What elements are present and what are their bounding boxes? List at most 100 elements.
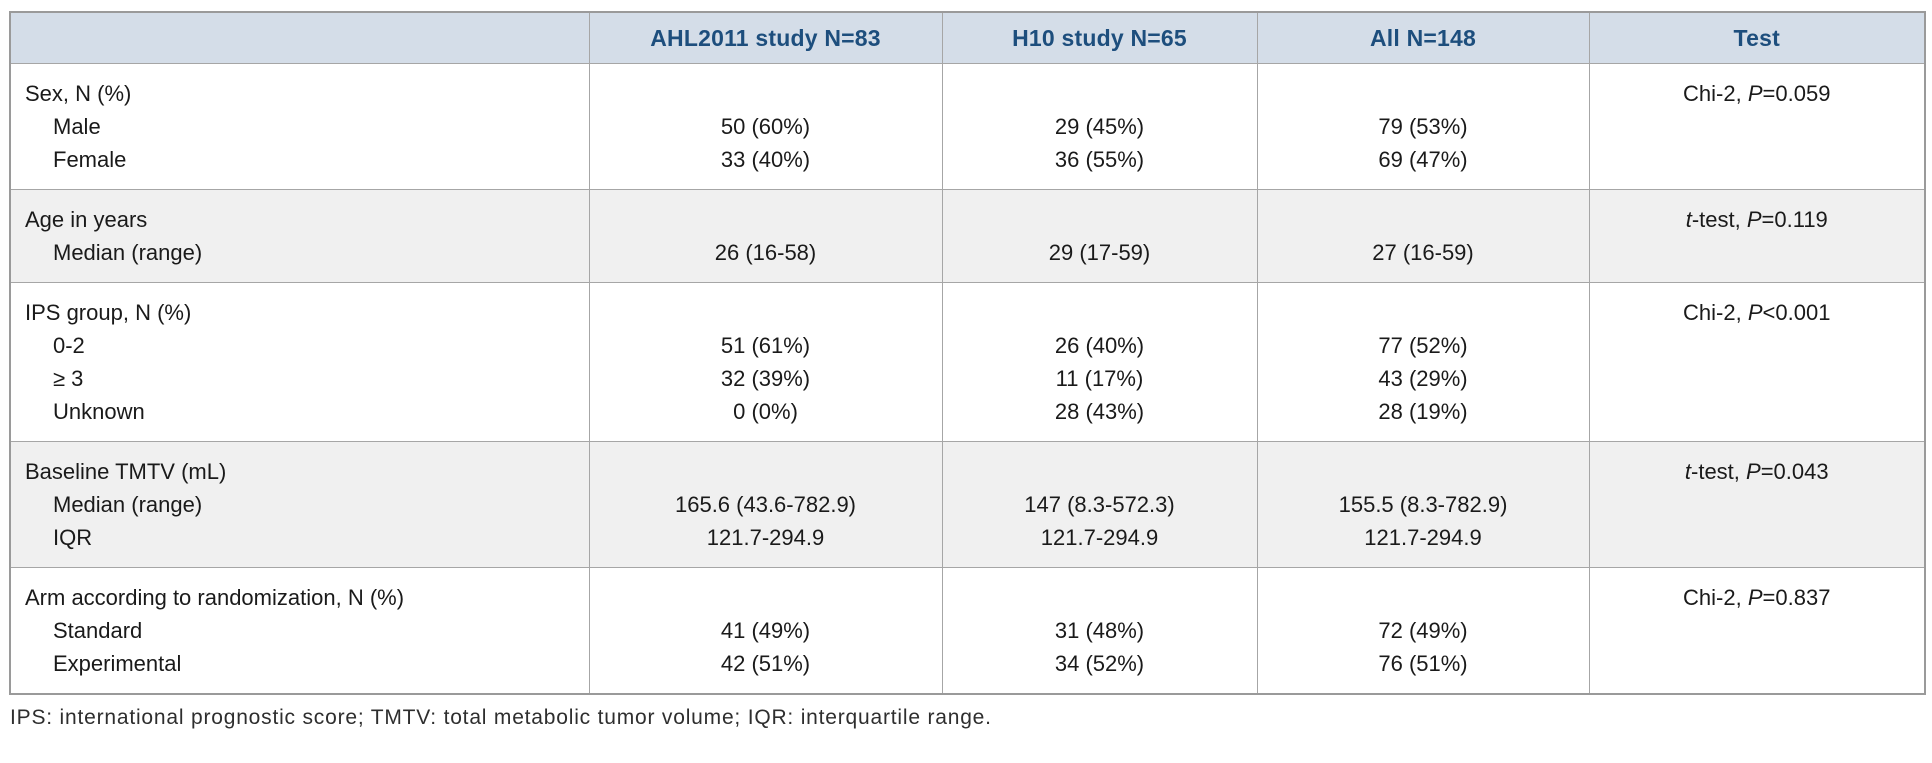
section-row: Baseline TMTV (mL) Median (range) IQR 165.6… bbox=[9, 441, 1926, 568]
header-row: AHL2011 study N=83 H10 study N=65 All N=14… bbox=[9, 11, 1926, 64]
test-statistic-italic-part: t bbox=[1685, 207, 1692, 232]
value-cell: 29 (45%) 36 (55%) bbox=[941, 63, 1258, 190]
spacer-line bbox=[590, 581, 942, 614]
spacer-line bbox=[1258, 455, 1589, 488]
baseline-characteristics-table: AHL2011 study N=83 H10 study N=65 All N=14… bbox=[9, 11, 1926, 695]
spacer-line bbox=[943, 455, 1257, 488]
test-statistic: t-test, P=0.119 bbox=[1590, 203, 1925, 236]
section-label: IPS group, N (%) bbox=[25, 300, 192, 325]
row-label-cell: IPS group, N (%) 0-2 ≥ 3 Unknown bbox=[9, 282, 590, 442]
column-header: Test bbox=[1588, 11, 1926, 64]
spacer-line bbox=[590, 296, 942, 329]
value-cell: 79 (53%) 69 (47%) bbox=[1256, 63, 1590, 190]
value: 27 (16-59) bbox=[1372, 240, 1474, 265]
row-label-cell: Arm according to randomization, N (%) Sta… bbox=[9, 567, 590, 695]
test-cell: Chi-2, P=0.837 bbox=[1588, 567, 1926, 695]
spacer-line bbox=[943, 203, 1257, 236]
sub-label: ≥ 3 bbox=[53, 366, 84, 391]
value: 26 (16-58) bbox=[714, 240, 817, 265]
value: 72 (49%) bbox=[1378, 618, 1468, 643]
value: 32 (39%) bbox=[720, 366, 811, 391]
sub-label: Unknown bbox=[53, 399, 145, 424]
column-header-empty bbox=[9, 11, 590, 64]
value: 51 (61%) bbox=[720, 333, 811, 358]
value: 29 (45%) bbox=[1054, 114, 1145, 139]
column-header: All N=148 bbox=[1256, 11, 1590, 64]
sub-label: IQR bbox=[53, 525, 93, 550]
value: 29 (17-59) bbox=[1048, 240, 1151, 265]
spacer-line bbox=[1258, 77, 1589, 110]
section-label: Sex, N (%) bbox=[25, 81, 132, 106]
value: 121.7-294.9 bbox=[706, 525, 825, 550]
section-row: IPS group, N (%) 0-2 ≥ 3 Unknown 51 (61%) 32 … bbox=[9, 282, 1926, 442]
value: 26 (40%) bbox=[1054, 333, 1145, 358]
value: 42 (51%) bbox=[720, 651, 811, 676]
value-cell: 29 (17-59) bbox=[941, 189, 1258, 283]
test-statistic-italic-part: P bbox=[1746, 207, 1762, 232]
value-cell: 72 (49%) 76 (51%) bbox=[1256, 567, 1590, 695]
value: 121.7-294.9 bbox=[1364, 525, 1482, 550]
value-cell: 147 (8.3-572.3) 121.7-294.9 bbox=[941, 441, 1258, 568]
spacer-line bbox=[943, 77, 1257, 110]
test-cell: Chi-2, P=0.059 bbox=[1588, 63, 1926, 190]
sub-label: Median (range) bbox=[53, 240, 203, 265]
value: 69 (47%) bbox=[1378, 147, 1468, 172]
value: 41 (49%) bbox=[720, 618, 811, 643]
sub-label: Male bbox=[53, 114, 101, 139]
spacer-line bbox=[590, 203, 942, 236]
section-row: Age in years Median (range) 26 (16-58) 29 (… bbox=[9, 189, 1926, 283]
column-header: AHL2011 study N=83 bbox=[588, 11, 943, 64]
value-cell: 27 (16-59) bbox=[1256, 189, 1590, 283]
value: 36 (55%) bbox=[1054, 147, 1145, 172]
test-statistic-italic-part: P bbox=[1747, 585, 1763, 610]
value: 76 (51%) bbox=[1378, 651, 1468, 676]
test-statistic-part: =0.119 bbox=[1761, 207, 1828, 232]
value: 11 (17%) bbox=[1055, 366, 1144, 391]
value: 147 (8.3-572.3) bbox=[1024, 492, 1175, 517]
value: 43 (29%) bbox=[1378, 366, 1468, 391]
value: 121.7-294.9 bbox=[1040, 525, 1159, 550]
test-statistic: Chi-2, P<0.001 bbox=[1590, 296, 1925, 329]
section-label: Age in years bbox=[25, 207, 148, 232]
table-body: Sex, N (%) Male Female 50 (60%) 33 (40%) 29 (… bbox=[9, 63, 1926, 695]
test-statistic-part: -test, bbox=[1691, 207, 1747, 232]
value: 155.5 (8.3-782.9) bbox=[1338, 492, 1508, 517]
test-cell: Chi-2, P<0.001 bbox=[1588, 282, 1926, 442]
value: 77 (52%) bbox=[1378, 333, 1468, 358]
test-statistic-part: Chi-2, bbox=[1683, 81, 1748, 106]
test-statistic-part: =0.059 bbox=[1762, 81, 1831, 106]
test-statistic-italic-part: P bbox=[1747, 300, 1763, 325]
value-cell: 26 (40%) 11 (17%) 28 (43%) bbox=[941, 282, 1258, 442]
test-statistic-italic-part: P bbox=[1747, 81, 1763, 106]
value-cell: 31 (48%) 34 (52%) bbox=[941, 567, 1258, 695]
value: 28 (43%) bbox=[1054, 399, 1145, 424]
spacer-line bbox=[590, 77, 942, 110]
test-statistic: t-test, P=0.043 bbox=[1590, 455, 1925, 488]
value: 28 (19%) bbox=[1378, 399, 1468, 424]
spacer-line bbox=[1258, 203, 1589, 236]
value: 34 (52%) bbox=[1054, 651, 1145, 676]
row-label-cell: Sex, N (%) Male Female bbox=[9, 63, 590, 190]
test-statistic-part: Chi-2, bbox=[1683, 300, 1748, 325]
test-statistic: Chi-2, P=0.059 bbox=[1590, 77, 1925, 110]
value: 50 (60%) bbox=[720, 114, 811, 139]
value: 31 (48%) bbox=[1054, 618, 1145, 643]
value: 79 (53%) bbox=[1378, 114, 1468, 139]
section-label: Baseline TMTV (mL) bbox=[25, 459, 227, 484]
test-statistic-part: =0.837 bbox=[1762, 585, 1831, 610]
test-statistic-part: Chi-2, bbox=[1683, 585, 1748, 610]
row-label-cell: Age in years Median (range) bbox=[9, 189, 590, 283]
test-statistic-part: -test, bbox=[1691, 459, 1747, 484]
spacer-line bbox=[943, 581, 1257, 614]
section-row: Arm according to randomization, N (%) Sta… bbox=[9, 567, 1926, 695]
value-cell: 77 (52%) 43 (29%) 28 (19%) bbox=[1256, 282, 1590, 442]
test-statistic: Chi-2, P=0.837 bbox=[1590, 581, 1925, 614]
test-statistic-italic-part: P bbox=[1746, 459, 1761, 484]
value-cell: 26 (16-58) bbox=[588, 189, 943, 283]
test-statistic-part: <0.001 bbox=[1762, 300, 1831, 325]
spacer-line bbox=[590, 455, 942, 488]
value-cell: 51 (61%) 32 (39%) 0 (0%) bbox=[588, 282, 943, 442]
sub-label: Median (range) bbox=[53, 492, 203, 517]
value-cell: 165.6 (43.6-782.9) 121.7-294.9 bbox=[588, 441, 943, 568]
value: 165.6 (43.6-782.9) bbox=[674, 492, 857, 517]
